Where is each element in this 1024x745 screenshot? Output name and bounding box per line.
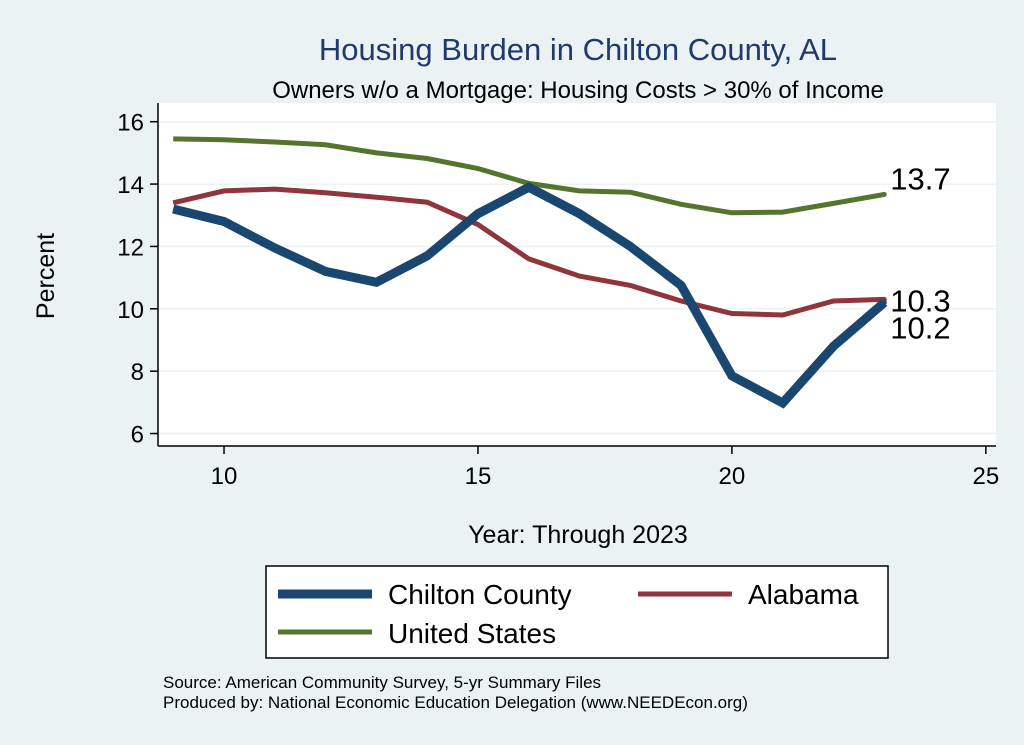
end-labels: 10.210.3 13.7 bbox=[890, 161, 950, 345]
x-tick-label: 15 bbox=[465, 463, 492, 490]
end-label-alabama: 10.3 bbox=[890, 283, 950, 318]
x-axis-title: Year: Through 2023 bbox=[468, 521, 688, 549]
y-tick-label: 10 bbox=[117, 297, 144, 324]
end-point-chilton-county bbox=[881, 300, 887, 306]
y-tick-label: 8 bbox=[131, 359, 144, 386]
legend-label-alabama: Alabama bbox=[748, 579, 859, 610]
legend-label-chilton-county: Chilton County bbox=[388, 579, 572, 610]
axes: 6 8 10 12 14 16 10 15 20 25 bbox=[117, 103, 999, 490]
x-tick-label: 25 bbox=[972, 463, 999, 490]
produced-by-note: Produced by: National Economic Education… bbox=[163, 693, 748, 712]
y-axis-title: Percent bbox=[32, 233, 60, 319]
series-line-alabama bbox=[172, 186, 885, 318]
end-label-united-states: 13.7 bbox=[890, 161, 950, 196]
legend-box bbox=[265, 565, 889, 659]
end-point-united-states bbox=[881, 191, 887, 197]
source-note: Source: American Community Survey, 5-yr … bbox=[163, 673, 601, 692]
x-tick-label: 10 bbox=[211, 463, 238, 490]
legend: Chilton County Alabama United States bbox=[265, 565, 889, 659]
series-line-chilton-county bbox=[172, 182, 888, 409]
end-label-chilton-county: 10.2 bbox=[890, 311, 950, 346]
legend-label-united-states: United States bbox=[388, 618, 556, 649]
chart-subtitle: Owners w/o a Mortgage: Housing Costs > 3… bbox=[272, 77, 884, 104]
y-tick-label: 6 bbox=[131, 422, 144, 449]
x-tick-label: 20 bbox=[719, 463, 746, 490]
gridlines bbox=[158, 120, 996, 435]
y-tick-label: 14 bbox=[117, 172, 144, 199]
y-tick-label: 16 bbox=[117, 110, 144, 137]
series-lines bbox=[172, 136, 888, 409]
y-tick-label: 12 bbox=[117, 234, 144, 261]
chart-title: Housing Burden in Chilton County, AL bbox=[319, 32, 837, 67]
